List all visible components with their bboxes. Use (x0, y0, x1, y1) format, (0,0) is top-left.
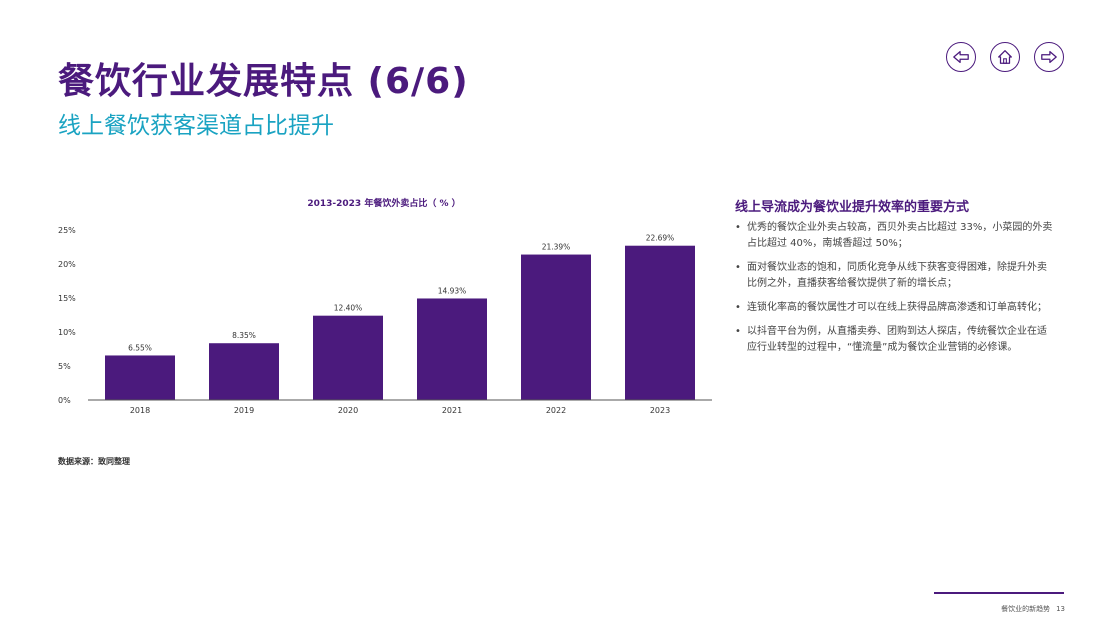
home-button[interactable] (990, 42, 1020, 72)
bar-2018 (105, 355, 175, 400)
data-source: 数据来源：致同整理 (58, 457, 130, 466)
right-panel-heading: 线上导流成为餐饮业提升效率的重要方式 (735, 200, 970, 215)
footer-divider (934, 592, 1064, 594)
bullet-item: 以抖音平台为例，从直播卖券、团购到达人探店，传统餐饮企业在适应行业转型的过程中，… (735, 324, 1055, 356)
bullet-list: 优秀的餐饮企业外卖占较高，西贝外卖占比超过 33%，小菜园的外卖占比超过 40%… (735, 220, 1055, 364)
data-label: 6.55% (128, 343, 152, 352)
data-label: 8.35% (232, 331, 256, 340)
x-tick-label: 2019 (234, 406, 254, 415)
arrow-left-icon (953, 50, 969, 64)
page-subtitle: 线上餐饮获客渠道占比提升 (58, 113, 334, 139)
data-label: 14.93% (438, 286, 467, 295)
bar-2020 (313, 315, 383, 400)
y-tick-label: 15% (58, 294, 76, 303)
x-tick-label: 2021 (442, 406, 462, 415)
data-label: 22.69% (646, 234, 675, 243)
arrow-right-icon (1041, 50, 1057, 64)
forward-button[interactable] (1034, 42, 1064, 72)
bar-2019 (209, 343, 279, 400)
footer: 餐饮业的新趋势 13 (1001, 604, 1065, 614)
bullet-item: 面对餐饮业态的饱和，同质化竞争从线下获客变得困难，除提升外卖比例之外，直播获客给… (735, 260, 1055, 292)
chart-title: 2013-2023 年餐饮外卖占比（ % ） (307, 197, 460, 209)
x-tick-label: 2018 (130, 406, 150, 415)
page-number: 13 (1056, 605, 1065, 613)
y-tick-label: 20% (58, 260, 76, 269)
page-title: 餐饮行业发展特点 (6/6) (58, 61, 469, 102)
bar-2021 (417, 298, 487, 400)
bar-2022 (521, 254, 591, 400)
x-tick-label: 2022 (546, 406, 566, 415)
bullet-item: 优秀的餐饮企业外卖占较高，西贝外卖占比超过 33%，小菜园的外卖占比超过 40%… (735, 220, 1055, 252)
back-button[interactable] (946, 42, 976, 72)
y-tick-label: 10% (58, 328, 76, 337)
y-tick-label: 0% (58, 396, 71, 405)
footer-text: 餐饮业的新趋势 (1001, 605, 1051, 613)
bar-chart: 2013-2023 年餐饮外卖占比（ % ） 0%5%10%15%20%25% … (58, 197, 712, 415)
data-label: 21.39% (542, 243, 571, 252)
x-tick-label: 2023 (650, 406, 670, 415)
bar-2023 (625, 245, 695, 400)
x-tick-label: 2020 (338, 406, 358, 415)
y-tick-label: 5% (58, 362, 71, 371)
data-label: 12.40% (334, 304, 363, 313)
bullet-item: 连锁化率高的餐饮属性才可以在线上获得品牌高渗透和订单高转化； (735, 300, 1055, 316)
home-icon (998, 50, 1012, 64)
y-tick-label: 25% (58, 226, 76, 235)
